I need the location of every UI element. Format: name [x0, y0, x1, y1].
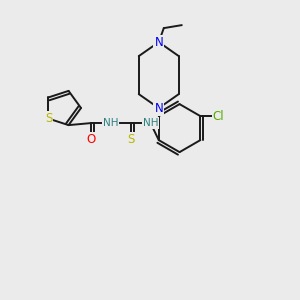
Text: NH: NH — [103, 118, 118, 128]
Text: Cl: Cl — [212, 110, 224, 123]
Text: S: S — [127, 133, 134, 146]
Text: S: S — [45, 112, 52, 125]
Text: NH: NH — [143, 118, 158, 128]
Text: N: N — [154, 102, 163, 115]
Text: O: O — [86, 133, 95, 146]
Text: N: N — [154, 36, 163, 49]
